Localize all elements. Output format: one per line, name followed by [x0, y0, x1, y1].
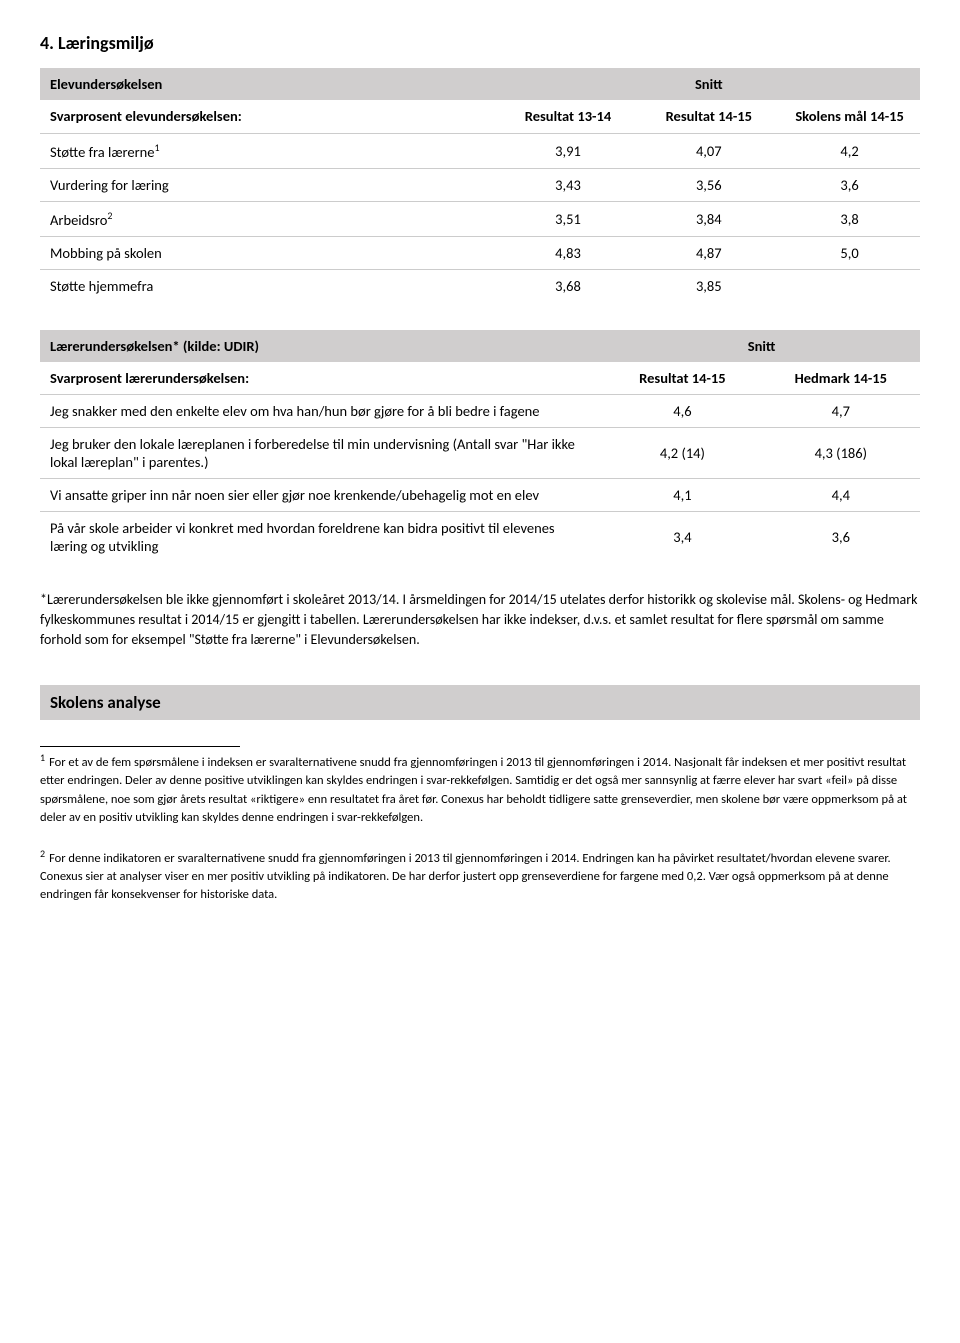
cell-value: 5,0 [779, 236, 920, 269]
table-row: Mobbing på skolen4,834,875,0 [40, 236, 920, 269]
footnote-separator [40, 746, 240, 747]
cell-value: 4,3 (186) [762, 428, 920, 479]
laererundersokelsen-table: Lærerundersøkelsen* (kilde: UDIR) Snitt … [40, 330, 920, 563]
row-label: Jeg snakker med den enkelte elev om hva … [40, 395, 603, 428]
table2-col2: Hedmark 14-15 [762, 362, 920, 395]
row-label: På vår skole arbeider vi konkret med hvo… [40, 512, 603, 563]
table-row: På vår skole arbeider vi konkret med hvo… [40, 512, 920, 563]
cell-value: 4,1 [603, 479, 761, 512]
cell-value: 4,83 [498, 236, 639, 269]
cell-value: 3,4 [603, 512, 761, 563]
table-row: Arbeidsro23,513,843,8 [40, 201, 920, 236]
table2-subheader-label: Svarprosent lærerundersøkelsen: [40, 362, 603, 395]
table1-header-right: Snitt [498, 68, 920, 100]
row-label: Vi ansatte griper inn når noen sier elle… [40, 479, 603, 512]
table1-subheader-label: Svarprosent elevundersøkelsen: [40, 100, 498, 133]
cell-value: 3,56 [638, 168, 779, 201]
cell-value: 3,84 [638, 201, 779, 236]
cell-value: 3,6 [779, 168, 920, 201]
table-row: Støtte hjemmefra3,683,85 [40, 269, 920, 302]
table2-footnote: *Lærerundersøkelsen ble ikke gjennomført… [40, 590, 920, 649]
section-heading: 4. Læringsmiljø [40, 32, 920, 54]
table1-col3: Skolens mål 14-15 [779, 100, 920, 133]
table-row: Støtte fra lærerne13,914,074,2 [40, 133, 920, 168]
table1-header-left: Elevundersøkelsen [40, 68, 498, 100]
row-label: Støtte fra lærerne1 [40, 133, 498, 168]
cell-value: 4,6 [603, 395, 761, 428]
table2-header-left: Lærerundersøkelsen* (kilde: UDIR) [40, 330, 603, 362]
elevundersokelsen-table: Elevundersøkelsen Snitt Svarprosent elev… [40, 68, 920, 302]
cell-value: 3,91 [498, 133, 639, 168]
cell-value [779, 269, 920, 302]
cell-value: 3,68 [498, 269, 639, 302]
footnote-2: 2For denne indikatoren er svaralternativ… [40, 847, 920, 905]
table-row: Jeg bruker den lokale læreplanen i forbe… [40, 428, 920, 479]
cell-value: 3,6 [762, 512, 920, 563]
table-row: Vi ansatte griper inn når noen sier elle… [40, 479, 920, 512]
footnote-ref: 1 [155, 141, 160, 154]
row-label: Jeg bruker den lokale læreplanen i forbe… [40, 428, 603, 479]
footnote-ref: 2 [107, 209, 112, 222]
table1-col1: Resultat 13-14 [498, 100, 639, 133]
row-label: Mobbing på skolen [40, 236, 498, 269]
table1-col2: Resultat 14-15 [638, 100, 779, 133]
row-label: Arbeidsro2 [40, 201, 498, 236]
cell-value: 3,51 [498, 201, 639, 236]
cell-value: 3,85 [638, 269, 779, 302]
table-row: Vurdering for læring3,433,563,6 [40, 168, 920, 201]
cell-value: 4,7 [762, 395, 920, 428]
cell-value: 4,07 [638, 133, 779, 168]
row-label: Vurdering for læring [40, 168, 498, 201]
cell-value: 4,2 [779, 133, 920, 168]
footnote-2-text: For denne indikatoren er svaralternative… [40, 851, 891, 902]
cell-value: 3,8 [779, 201, 920, 236]
cell-value: 3,43 [498, 168, 639, 201]
table-row: Jeg snakker med den enkelte elev om hva … [40, 395, 920, 428]
row-label: Støtte hjemmefra [40, 269, 498, 302]
cell-value: 4,87 [638, 236, 779, 269]
cell-value: 4,2 (14) [603, 428, 761, 479]
footnote-1: 1For et av de fem spørsmålene i indeksen… [40, 751, 920, 827]
table2-col1: Resultat 14-15 [603, 362, 761, 395]
table2-header-right: Snitt [603, 330, 920, 362]
cell-value: 4,4 [762, 479, 920, 512]
analysis-heading: Skolens analyse [40, 685, 920, 720]
footnote-1-text: For et av de fem spørsmålene i indeksen … [40, 755, 907, 824]
